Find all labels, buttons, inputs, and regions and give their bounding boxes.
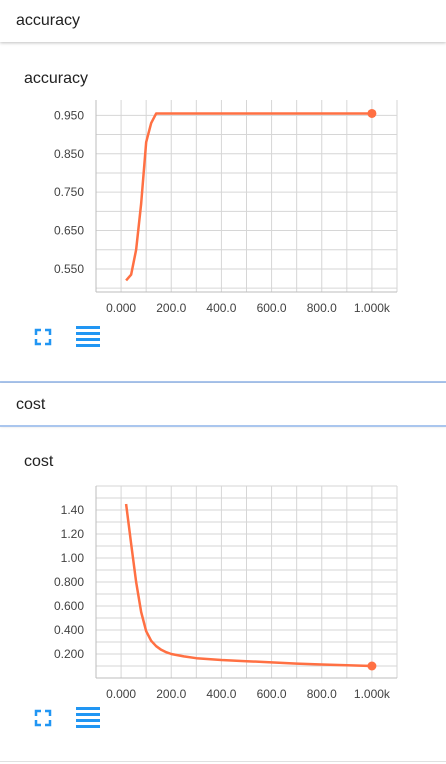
x-tick-label: 400.0 (206, 687, 236, 701)
series-line (124, 503, 372, 668)
expand-button[interactable] (34, 328, 52, 346)
cost-chart[interactable]: 0.200 0.400 0.600 0.800 1.00 1.20 1.40 0.000 200… (0, 478, 446, 710)
x-tick-label: 0.000 (106, 301, 136, 315)
y-tick-label: 1.20 (61, 527, 85, 541)
accuracy-chart[interactable]: 0.550 0.650 0.750 0.850 0.950 0.000 200.0 400.0… (0, 92, 446, 324)
chart-card-accuracy: accuracy (0, 42, 446, 372)
y-tick-label: 1.40 (61, 503, 85, 517)
data-table-button[interactable] (76, 707, 100, 729)
x-tick-label: 1.000k (354, 687, 391, 701)
y-tick-label: 0.750 (54, 185, 84, 199)
y-tick-label: 0.550 (54, 262, 84, 276)
y-tick-label: 0.600 (54, 599, 84, 613)
x-tick-label: 600.0 (257, 687, 287, 701)
x-tick-label: 1.000k (354, 301, 391, 315)
x-tick-label: 600.0 (257, 301, 287, 315)
y-tick-label: 0.650 (54, 224, 84, 238)
section-divider (0, 425, 446, 427)
chart-title: cost (24, 453, 54, 470)
x-tick-label: 400.0 (206, 301, 236, 315)
y-tick-label: 0.200 (54, 647, 84, 661)
data-table-icon (76, 326, 100, 347)
section-divider (0, 381, 446, 383)
x-tick-label: 800.0 (307, 301, 337, 315)
data-table-button[interactable] (76, 326, 100, 348)
x-tick-label: 200.0 (156, 301, 186, 315)
expand-icon (34, 328, 52, 346)
series-end-point[interactable] (367, 661, 377, 671)
x-tick-label: 0.000 (106, 687, 136, 701)
expand-icon (34, 709, 52, 727)
expand-button[interactable] (34, 709, 52, 727)
data-table-icon (76, 707, 100, 728)
y-tick-label: 1.00 (61, 551, 85, 565)
y-tick-label: 0.400 (54, 623, 84, 637)
section-title: accuracy (16, 12, 81, 29)
x-tick-label: 200.0 (156, 687, 186, 701)
chart-title: accuracy (24, 70, 89, 87)
section-header-cost[interactable]: cost (0, 383, 446, 425)
x-tick-label: 800.0 (307, 687, 337, 701)
y-tick-label: 0.950 (54, 108, 84, 122)
section-title: cost (16, 396, 46, 413)
series-end-point[interactable] (367, 108, 377, 118)
y-tick-label: 0.850 (54, 147, 84, 161)
section-header-accuracy[interactable]: accuracy (0, 0, 446, 42)
series-line (125, 112, 372, 282)
y-tick-label: 0.800 (54, 575, 84, 589)
chart-card-cost: cost (0, 427, 446, 757)
bottom-divider (0, 761, 446, 762)
